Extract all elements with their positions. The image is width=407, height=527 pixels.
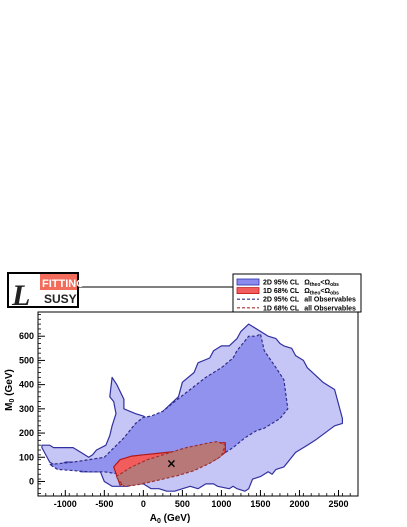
y-tick-label: 400 — [19, 380, 34, 390]
axes-layer: -1000 -500 0 500 1000 1500 2000 2500 0 100 200 300 4… — [19, 314, 359, 509]
region-1 — [49, 333, 289, 475]
y-tick-label: 600 — [19, 331, 34, 341]
region-layer — [41, 323, 343, 492]
region-3 — [115, 440, 226, 487]
logo-top-word: FITTINO — [42, 278, 85, 290]
y-tick-label: 300 — [19, 404, 34, 414]
x-tick-label: 0 — [141, 499, 146, 509]
x-tick-label: 2500 — [328, 499, 348, 509]
x-tick-label: 1000 — [211, 499, 231, 509]
y-tick-label: 500 — [19, 355, 34, 365]
logo-letter: L — [11, 279, 30, 312]
legend-label-2: 2D 95% CL all Observables — [263, 297, 356, 304]
x-tick-label: 1500 — [250, 499, 270, 509]
logo-bottom-word: SUSY — [44, 292, 77, 306]
legend-label-1: 1D 68% CL Ωtheo<Ωobs — [263, 288, 339, 297]
y-tick-label: 200 — [19, 428, 34, 438]
x-tick-label: 2000 — [289, 499, 309, 509]
legend-label-0: 2D 95% CL Ωtheo<Ωobs — [263, 280, 339, 289]
y-tick-label: 0 — [29, 476, 34, 486]
plot-frame — [37, 311, 359, 497]
legend-swatch-1 — [236, 287, 260, 295]
x-axis-title: A0 (GeV) — [150, 513, 191, 525]
best-fit-layer: × — [166, 456, 176, 470]
fittino-susy-logo: L FITTINO SUSY — [7, 272, 239, 312]
best-fit-marker: × — [166, 456, 176, 470]
legend-swatch-0 — [236, 278, 260, 286]
x-tick-label: 500 — [175, 499, 190, 509]
y-axis-title: M0 (GeV) — [4, 369, 16, 411]
x-tick-label: -500 — [95, 499, 113, 509]
legend-label-3: 1D 68% CL all Observables — [263, 305, 356, 312]
x-tick-label: -1000 — [54, 499, 77, 509]
y-tick-label: 100 — [19, 452, 34, 462]
